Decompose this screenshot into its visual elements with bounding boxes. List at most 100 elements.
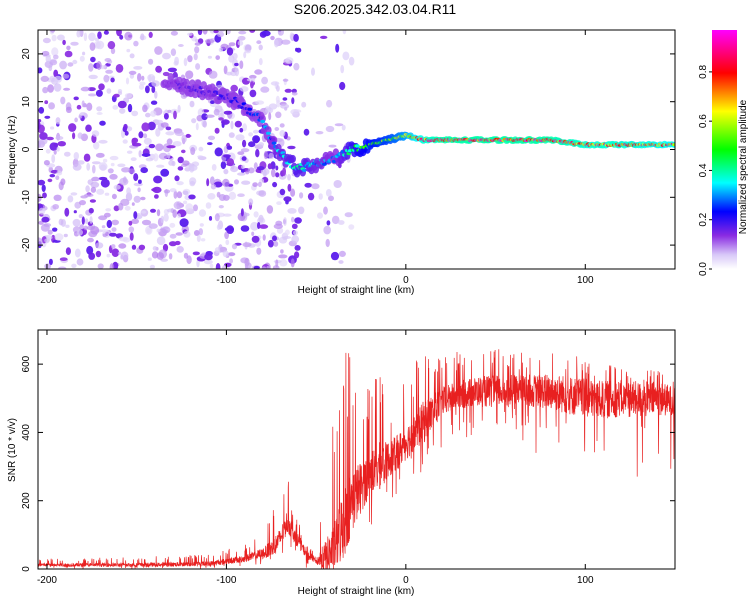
y-tick-label-0: 0 — [21, 566, 32, 572]
spectrogram-noise-blob-685 — [338, 260, 344, 264]
spectrogram-noise-blob-715 — [54, 75, 62, 83]
spectrogram-noise-blob-893 — [168, 241, 177, 247]
spectrogram-noise-blob-121 — [191, 118, 197, 124]
spectrogram-noise-blob-768 — [267, 239, 274, 248]
x-tick-label--200: -200 — [37, 275, 57, 286]
spectrogram-noise-blob-556 — [90, 181, 100, 188]
spectrogram-noise-blob-293 — [237, 172, 246, 176]
spectrogram-noise-blob-910 — [268, 103, 278, 110]
spectrogram-noise-blob-540 — [225, 239, 230, 246]
spectrogram-noise-blob-572 — [145, 112, 151, 118]
spectrogram-noise-blob-663 — [165, 126, 172, 131]
spectrogram-noise-blob-74 — [326, 99, 333, 108]
spectrogram-noise-blob-517 — [228, 42, 236, 47]
spectrogram-noise-blob-682 — [317, 212, 323, 219]
spectrogram-noise-blob-876 — [40, 223, 50, 232]
spectrogram-noise-blob-317 — [185, 70, 194, 79]
spectrogram-noise-blob-329 — [88, 93, 97, 97]
spectrogram-noise-blob-532 — [81, 216, 85, 225]
spectrogram-noise-blob-380 — [222, 250, 229, 258]
spectrogram-noise-blob-464 — [48, 102, 55, 110]
spectrogram-noise-blob-636 — [284, 88, 292, 93]
spectrogram-noise-blob-928 — [119, 177, 129, 186]
spectrogram-noise-blob-254 — [93, 141, 100, 150]
spectrogram-noise-blob-142 — [38, 179, 46, 186]
spectrogram-noise-blob-897 — [299, 192, 304, 199]
spectrogram-noise-blob-646 — [70, 192, 78, 196]
spectrogram-noise-blob-667 — [278, 254, 288, 259]
snr-x-axis: -200 -100 0 100 — [37, 330, 594, 586]
spectrogram-noise-blob-702 — [97, 31, 102, 39]
spectrogram-noise-blob-395 — [78, 115, 83, 119]
spectrogram-noise-blob-602 — [88, 63, 94, 72]
spectrogram-noise-blob-738 — [230, 166, 239, 173]
spectrogram-noise-blob-921 — [43, 160, 50, 166]
spectrogram-noise-blob-906 — [259, 224, 269, 229]
spectrogram-noise-blob-272 — [72, 218, 81, 227]
spectrogram-noise-blob-417 — [167, 109, 172, 113]
spectrogram-noise-blob-179 — [285, 200, 289, 205]
spectrogram-noise-blob-577 — [256, 247, 262, 255]
spectrogram-noise-blob-817 — [105, 231, 109, 236]
spectrogram-noise-blob-513 — [187, 55, 193, 63]
spectrogram-noise-blob-263 — [281, 39, 291, 45]
spectrogram-noise-blob-139 — [85, 185, 90, 193]
spectrogram-noise-blob-538 — [156, 236, 166, 245]
spectrogram-noise-blob-15 — [301, 101, 307, 108]
spectrogram-noise-blob-115 — [148, 143, 156, 149]
spectrogram-noise-blob-340 — [87, 87, 96, 92]
y-tick-label--20: -20 — [21, 237, 32, 252]
spectrogram-noise-blob-894 — [67, 62, 74, 67]
snr-y-label: SNR (10 * v/v) — [7, 418, 18, 482]
spectrogram-noise-blob-641 — [166, 138, 173, 145]
spectrogram-noise-blob-626 — [109, 173, 118, 180]
spectrogram-noise-blob-109 — [92, 164, 96, 174]
spectrogram-noise-blob-807 — [123, 123, 128, 130]
spectrogram-noise-blob-737 — [178, 44, 184, 47]
spectrogram-noise-blob-733 — [42, 37, 51, 44]
spectrogram-noise-blob-673 — [177, 166, 184, 171]
spectrogram-noise-blob-103 — [253, 162, 258, 170]
spectrogram-noise-blob-713 — [128, 226, 135, 233]
spectrogram-noise-blob-311 — [198, 209, 207, 217]
spectrogram-noise-blob-621 — [53, 149, 57, 155]
spectrogram-noise-blob-634 — [226, 145, 233, 150]
spectrogram-noise-blob-4 — [276, 99, 281, 108]
spectrogram-x-label: Height of straight line (km) — [298, 285, 415, 296]
spectrogram-noise-blob-308 — [132, 142, 142, 147]
spectrogram-noise-blob-31 — [105, 69, 113, 74]
spectrogram-noise-blob-790 — [266, 205, 274, 214]
spectrogram-noise-blob-840 — [217, 31, 224, 38]
spectrogram-noise-blob-539 — [177, 213, 182, 219]
spectrogram-noise-blob-800 — [50, 30, 56, 33]
spectrogram-noise-blob-471 — [169, 222, 176, 228]
spectrogram-noise-blob-551 — [276, 201, 282, 206]
spectrogram-noise-blob-664 — [176, 191, 183, 199]
spectrogram-noise-blob-127 — [241, 180, 251, 185]
spectrogram-noise-blob-362 — [218, 205, 224, 209]
spectrogram-noise-blob-657 — [126, 187, 131, 195]
spectrogram-noise-blob-163 — [274, 127, 280, 131]
spectrogram-noise-blob-172 — [137, 73, 142, 82]
spectrogram-noise-blob-375 — [133, 173, 139, 182]
spectrogram-x-axis: -200 -100 0 100 — [37, 30, 594, 286]
spectrogram-noise-blob-827 — [166, 145, 176, 149]
spectrogram-noise-blob-797 — [270, 81, 280, 86]
spectrogram-noise-blob-337 — [94, 37, 100, 42]
x-tick-label--100: -100 — [216, 575, 236, 586]
spectrogram-noise-blob-227 — [255, 100, 265, 105]
spectrogram-noise-blob-33 — [228, 191, 237, 200]
spectrogram-noise-blob-783 — [163, 113, 169, 120]
spectrogram-noise-blob-776 — [86, 225, 95, 231]
spectrogram-noise-blob-250 — [86, 245, 94, 255]
spectrogram-noise-blob-904 — [221, 265, 227, 269]
spectrogram-noise-blob-458 — [86, 102, 93, 112]
spectrogram-noise-blob-831 — [151, 80, 160, 87]
spectrogram-noise-blob-606 — [38, 121, 41, 130]
spectrogram-noise-blob-658 — [117, 91, 123, 95]
spectrogram-noise-blob-717 — [283, 219, 286, 225]
spectrogram-noise-blob-605 — [133, 195, 141, 203]
spectrogram-noise-blob-390 — [277, 30, 284, 36]
spectrogram-noise-blob-574 — [172, 209, 177, 218]
spectrogram-noise-blob-588 — [62, 73, 70, 79]
